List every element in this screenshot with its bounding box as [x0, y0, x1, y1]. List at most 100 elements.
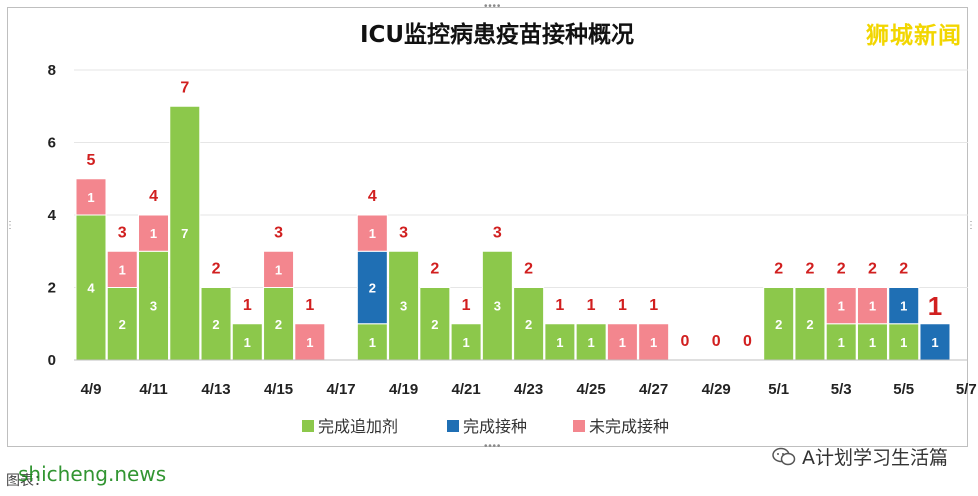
segment-label: 1 — [275, 262, 282, 277]
total-label: 3 — [399, 224, 408, 241]
bar-segment — [138, 214, 170, 252]
total-label: 2 — [774, 261, 783, 278]
x-tick-label: 4/25 — [577, 381, 606, 398]
segment-label: 3 — [494, 299, 501, 314]
wechat-account-name: A计划学习生活篇 — [802, 447, 948, 469]
segment-label: 2 — [431, 317, 438, 332]
y-tick-label: 2 — [48, 280, 56, 297]
x-tick-label: 4/29 — [702, 381, 731, 398]
grid — [74, 69, 968, 288]
x-tick-label: 5/3 — [831, 381, 852, 398]
segment-label: 2 — [212, 317, 219, 332]
bar-segment — [263, 250, 295, 288]
x-tick-label: 5/1 — [768, 381, 789, 398]
total-label: 0 — [712, 333, 721, 350]
bar-segment — [294, 323, 326, 361]
segment-label: 1 — [369, 226, 376, 241]
y-tick-label: 6 — [48, 135, 56, 152]
bar-segment — [763, 287, 795, 361]
bar-segment — [888, 287, 920, 325]
bar-segment — [356, 323, 388, 361]
segment-label: 3 — [400, 299, 407, 314]
x-tick-label: 4/11 — [139, 381, 167, 398]
total-label: 3 — [118, 224, 127, 241]
segment-label: 1 — [869, 335, 876, 350]
bar-segment — [638, 323, 670, 361]
segment-label: 2 — [525, 317, 532, 332]
source-caption: 图表： — [6, 470, 48, 490]
source-label: 图表： — [6, 473, 48, 489]
wechat-watermark: A计划学习生活篇 — [772, 443, 948, 470]
total-label: 1 — [462, 297, 471, 314]
legend-label: 未完成接种 — [589, 417, 669, 436]
total-label: 4 — [149, 188, 158, 205]
x-tick-label: 4/13 — [201, 381, 230, 398]
bar-segment — [75, 178, 107, 216]
total-label: 2 — [430, 261, 439, 278]
segment-label: 1 — [900, 299, 907, 314]
chart-title: ICU监控病患疫苗接种概况 — [360, 21, 634, 48]
x-tick-label: 4/15 — [264, 381, 293, 398]
bar-segment — [263, 287, 295, 361]
segment-label: 1 — [244, 335, 251, 350]
segment-label: 1 — [588, 335, 595, 350]
segment-label: 7 — [181, 226, 188, 241]
total-label: 2 — [805, 261, 814, 278]
y-tick-label: 8 — [48, 62, 56, 79]
segment-label: 1 — [119, 262, 126, 277]
total-label: 2 — [524, 261, 533, 278]
total-label: 1 — [618, 297, 627, 314]
bar-segment — [825, 287, 857, 325]
axes: 0 2 4 6 8 4/9 4/11 4/13 4/15 4/17 4/19 4/21 4/23 4/25… — [48, 62, 977, 398]
x-tick-label: 4/19 — [389, 381, 418, 398]
total-label: 2 — [212, 261, 221, 278]
segment-label: 1 — [369, 335, 376, 350]
legend: 完成追加剂 完成接种 未完成接种 — [302, 417, 669, 436]
segment-label: 1 — [838, 335, 845, 350]
x-tick-label: 5/7 — [956, 381, 977, 398]
total-label: 1 — [305, 297, 314, 314]
bar-segment — [825, 323, 857, 361]
bar-segment — [169, 105, 201, 361]
top-resize-handle[interactable]: • • • • — [484, 1, 500, 12]
bar-segment — [106, 287, 138, 361]
segment-label: 1 — [306, 335, 313, 350]
segment-label: 1 — [869, 299, 876, 314]
x-tick-label: 4/17 — [326, 381, 355, 398]
bar-segment — [794, 287, 826, 361]
total-label: 1 — [243, 297, 252, 314]
total-label: 1 — [649, 297, 658, 314]
total-label: 3 — [493, 224, 502, 241]
y-tick-label: 4 — [48, 207, 57, 224]
bar-segment — [513, 287, 545, 361]
bottom-resize-handle[interactable]: • • • • — [484, 441, 500, 452]
y-tick-label: 0 — [48, 352, 56, 369]
segment-label: 2 — [806, 317, 813, 332]
x-tick-label: 4/21 — [452, 381, 481, 398]
total-label: 1 — [928, 291, 942, 321]
total-label: 2 — [837, 261, 846, 278]
legend-label: 完成接种 — [463, 417, 527, 436]
bar-segment — [606, 323, 638, 361]
x-tick-label: 4/23 — [514, 381, 543, 398]
legend-swatch — [573, 420, 585, 432]
bar-segment — [106, 250, 138, 288]
segment-label: 2 — [369, 281, 376, 296]
segment-label: 1 — [900, 335, 907, 350]
segment-label: 1 — [462, 335, 469, 350]
labels: 4 1 5 2 1 3 3 1 4 7 7 2 2 1 1 2 1 3 1 1 1 2 1 4 3 3 2 2 1 1 3 3 2 2 1 1 1 1 1 1… — [87, 79, 943, 350]
bar-segment — [231, 323, 263, 361]
segment-label: 1 — [150, 226, 157, 241]
total-label: 0 — [743, 333, 752, 350]
total-label: 5 — [87, 152, 96, 169]
total-label: 0 — [680, 333, 689, 350]
brand-logo: 狮城新闻 — [866, 23, 962, 49]
total-label: 3 — [274, 224, 283, 241]
bar-segment — [356, 250, 388, 325]
total-label: 7 — [180, 79, 189, 96]
segment-label: 1 — [931, 335, 938, 350]
total-label: 1 — [587, 297, 596, 314]
segment-label: 2 — [775, 317, 782, 332]
bar-segment — [856, 323, 888, 361]
